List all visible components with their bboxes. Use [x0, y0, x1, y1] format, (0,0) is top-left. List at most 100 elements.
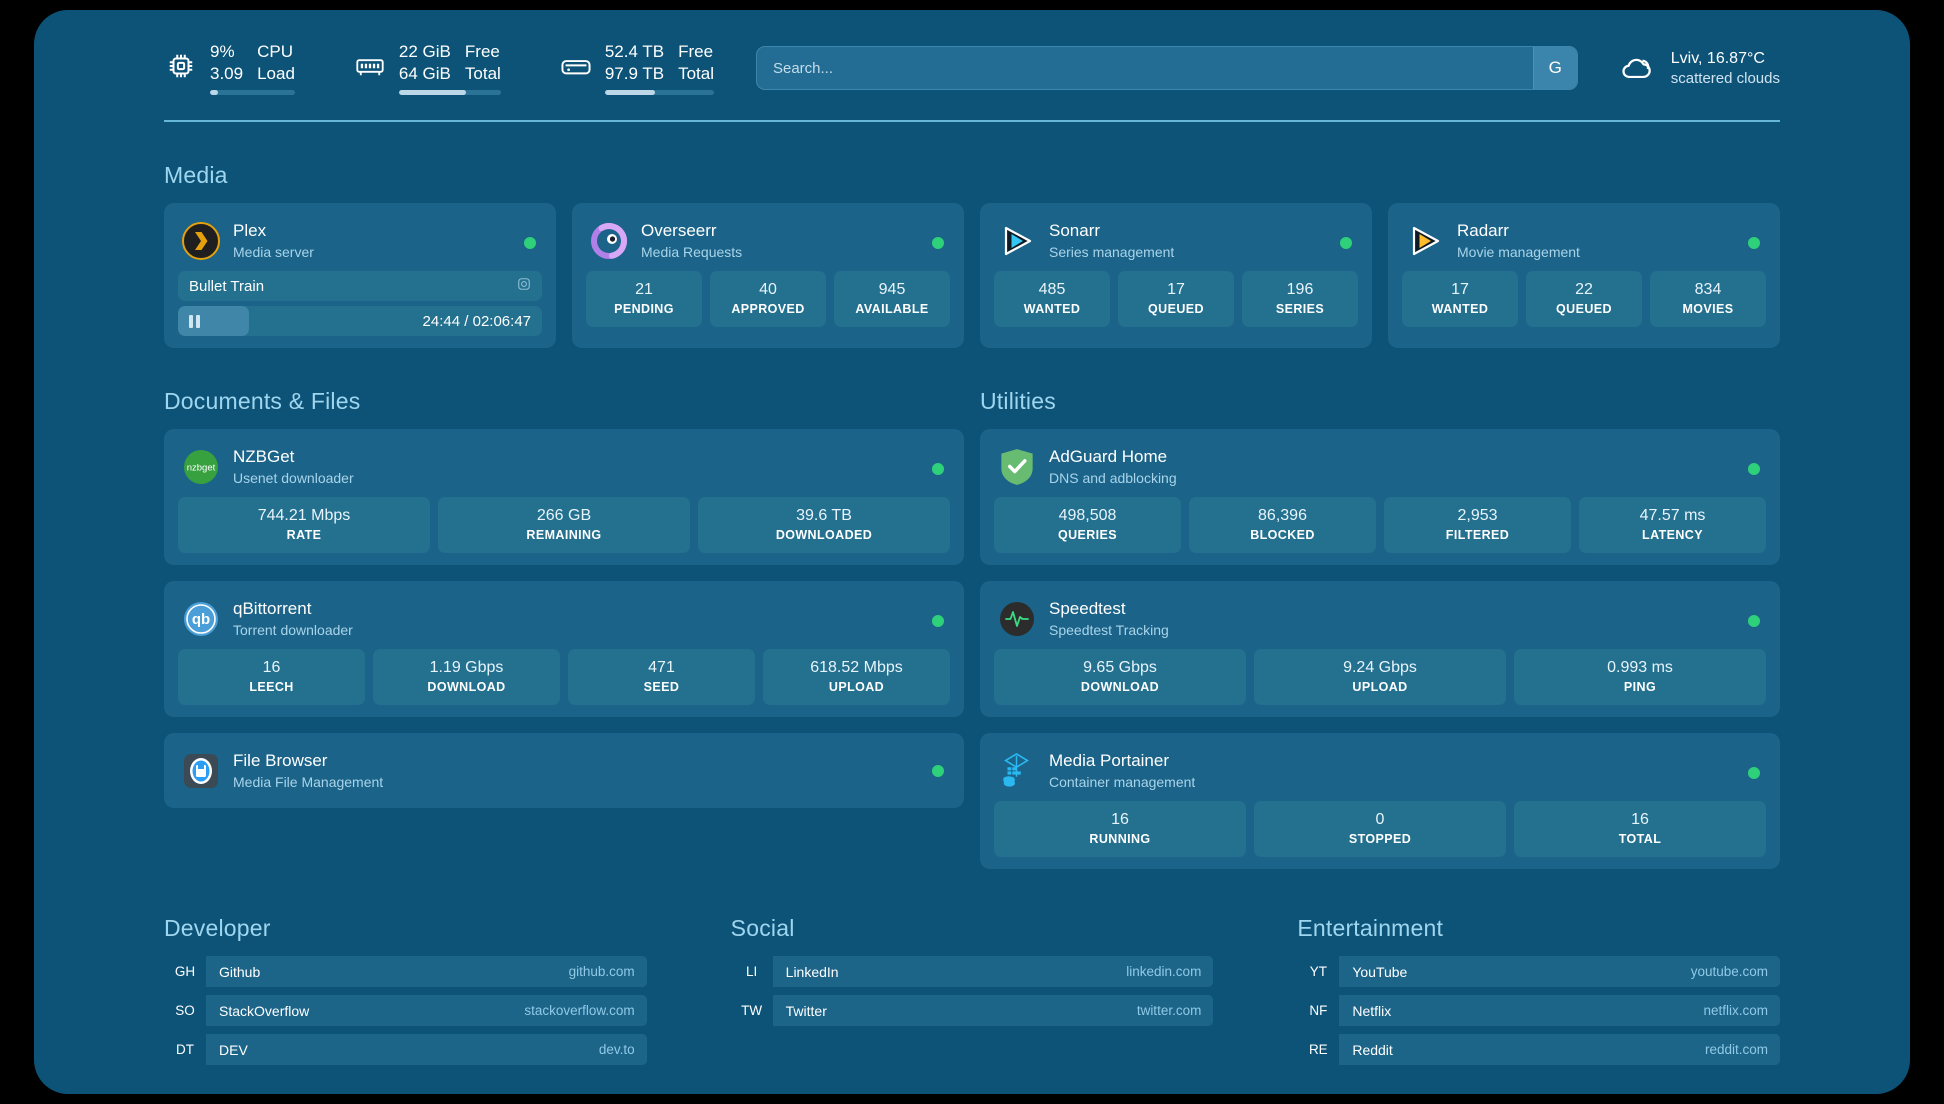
stat-label: DOWNLOAD — [427, 680, 506, 694]
resource-disk: 52.4 TB 97.9 TB Free Total — [559, 41, 714, 95]
bookmark-host: stackoverflow.com — [524, 1003, 635, 1018]
stat-value: 834 — [1694, 281, 1722, 298]
bookmark-stackoverflow[interactable]: SO StackOverflow stackoverflow.com — [164, 995, 647, 1026]
stat-label: QUERIES — [1057, 528, 1118, 542]
stat-label: TOTAL — [1618, 832, 1662, 846]
stat-value: 16 — [1631, 811, 1649, 828]
cloud-icon — [1618, 48, 1658, 88]
stat-label: BLOCKED — [1250, 528, 1315, 542]
memory-label-bottom: Total — [464, 64, 501, 83]
status-indicator-online — [1340, 237, 1352, 249]
service-description: Media Requests — [641, 244, 743, 260]
service-name: File Browser — [233, 751, 328, 770]
stat-label: LATENCY — [1642, 528, 1703, 542]
stat-latency: 47.57 ms LATENCY — [1579, 497, 1766, 553]
resource-cpu: 9% 3.09 CPU Load — [164, 41, 295, 95]
weather-widget[interactable]: Lviv, 16.87°C scattered clouds — [1618, 48, 1780, 89]
service-card-media-portainer[interactable]: Media Portainer Container management 16 … — [980, 733, 1780, 869]
bookmark-github[interactable]: GH Github github.com — [164, 956, 647, 987]
bookmark-name: Reddit — [1352, 1041, 1393, 1058]
bookmark-netflix[interactable]: NF Netflix netflix.com — [1297, 995, 1780, 1026]
stat-label: SEED — [643, 680, 680, 694]
service-card-nzbget[interactable]: nzbget NZBGet Usenet downloader — [164, 429, 964, 565]
service-description: Container management — [1049, 774, 1196, 790]
stat-value: 47.57 ms — [1639, 507, 1706, 524]
svg-text:qb: qb — [192, 611, 210, 628]
service-stats: 498,508 QUERIES 86,396 BLOCKED 2,953 — [994, 497, 1766, 553]
stat-upload: 618.52 Mbps UPLOAD — [763, 649, 950, 705]
service-card-speedtest[interactable]: Speedtest Speedtest Tracking 9.65 Gbps D… — [980, 581, 1780, 717]
adguard-icon — [998, 448, 1036, 486]
service-card-qbittorrent[interactable]: qb qBittorrent Torrent downloader — [164, 581, 964, 717]
stat-label: WANTED — [1023, 302, 1081, 316]
svg-text:nzbget: nzbget — [187, 462, 216, 473]
dashboard-page: 9% 3.09 CPU Load — [34, 10, 1910, 1094]
bookmark-host: netflix.com — [1703, 1003, 1768, 1018]
weather-location-temp: Lviv, 16.87°C — [1670, 49, 1765, 67]
cpu-usage-bar — [210, 90, 295, 95]
service-name: qBittorrent — [233, 599, 312, 618]
stat-leech: 16 LEECH — [178, 649, 365, 705]
service-card-radarr[interactable]: Radarr Movie management 17 WANTED 2 — [1388, 203, 1780, 348]
disk-label-bottom: Total — [678, 64, 714, 83]
service-description: Media server — [233, 244, 314, 260]
bookmark-twitter[interactable]: TW Twitter twitter.com — [730, 995, 1214, 1026]
bookmark-dev[interactable]: DT DEV dev.to — [164, 1034, 647, 1065]
bookmark-group-title: Developer — [164, 915, 271, 941]
service-card-sonarr[interactable]: Sonarr Series management 485 WANTED — [980, 203, 1372, 348]
stat-queued: 17 QUEUED — [1118, 271, 1234, 327]
stat-available: 945 AVAILABLE — [834, 271, 950, 327]
now-playing-progress[interactable]: 24:44 / 02:06:47 — [178, 306, 542, 336]
bookmark-linkedin[interactable]: LI LinkedIn linkedin.com — [730, 956, 1214, 987]
bookmark-youtube[interactable]: YT YouTube youtube.com — [1297, 956, 1780, 987]
stat-download: 1.19 Gbps DOWNLOAD — [373, 649, 560, 705]
bookmark-group-title: Entertainment — [1297, 915, 1444, 941]
memory-value-bottom: 64 GiB — [398, 64, 451, 83]
stat-series: 196 SERIES — [1242, 271, 1358, 327]
service-card-adguard-home[interactable]: AdGuard Home DNS and adblocking 498,508 … — [980, 429, 1780, 565]
stat-label: UPLOAD — [828, 680, 885, 694]
memory-label-top: Free — [464, 42, 500, 61]
bookmark-abbr: DT — [164, 1034, 206, 1065]
search-engine-button[interactable]: G — [1532, 47, 1577, 89]
stat-value: 196 — [1286, 281, 1314, 298]
bookmark-host: youtube.com — [1690, 964, 1768, 979]
bookmark-host: dev.to — [598, 1042, 635, 1057]
pause-icon[interactable] — [189, 314, 200, 328]
service-stats: 16 RUNNING 0 STOPPED 16 — [994, 801, 1766, 857]
stat-value: 86,396 — [1258, 507, 1307, 524]
header-divider — [164, 120, 1780, 122]
stat-stopped: 0 STOPPED — [1254, 801, 1506, 857]
stat-movies: 834 MOVIES — [1650, 271, 1766, 327]
stat-label: RUNNING — [1089, 832, 1151, 846]
service-description: Torrent downloader — [233, 622, 353, 638]
stat-label: UPLOAD — [1352, 680, 1408, 694]
service-description: Series management — [1049, 244, 1175, 260]
service-card-plex[interactable]: Plex Media server Bullet Train — [164, 203, 556, 348]
cpu-label-bottom: Load — [257, 64, 295, 83]
now-playing-time: 24:44 / 02:06:47 — [422, 312, 531, 330]
bookmark-host: twitter.com — [1136, 1003, 1202, 1018]
gear-icon[interactable] — [517, 277, 531, 296]
radarr-icon — [1406, 222, 1444, 260]
status-indicator-online — [932, 764, 944, 777]
service-stats: 21 PENDING 40 APPROVED 945 AVAILABLE — [586, 271, 950, 327]
stat-value: 17 — [1451, 281, 1469, 298]
stat-queued: 22 QUEUED — [1526, 271, 1642, 327]
service-card-overseerr[interactable]: Overseerr Media Requests 21 PENDING — [572, 203, 964, 348]
service-stats: 9.65 Gbps DOWNLOAD 9.24 Gbps UPLOAD 0.99… — [994, 649, 1766, 705]
search-bar[interactable]: G — [755, 46, 1578, 90]
service-name: Media Portainer — [1049, 751, 1170, 770]
service-description: Usenet downloader — [233, 470, 354, 486]
service-name: Speedtest — [1049, 599, 1126, 618]
bookmark-reddit[interactable]: RE Reddit reddit.com — [1297, 1034, 1780, 1065]
stat-value: 618.52 Mbps — [810, 659, 903, 676]
disk-icon — [559, 49, 593, 83]
stat-value: 21 — [635, 281, 653, 298]
service-card-file-browser[interactable]: File Browser Media File Management — [164, 733, 964, 808]
stat-value: 9.65 Gbps — [1083, 659, 1157, 676]
service-stats: 17 WANTED 22 QUEUED 834 MOVIES — [1402, 271, 1766, 327]
search-input[interactable] — [756, 47, 1533, 89]
bookmark-name: Github — [219, 963, 261, 980]
stat-label: DOWNLOADED — [775, 528, 873, 542]
